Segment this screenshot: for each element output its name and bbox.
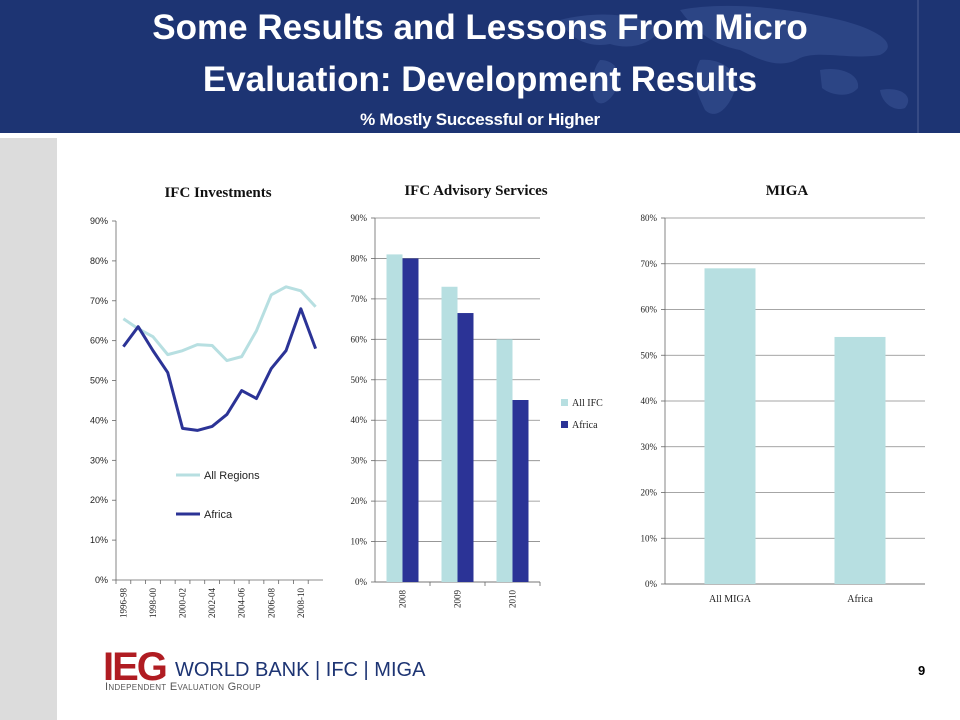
ieg-logo-letters: IEG: [103, 645, 168, 689]
ifc-adv-x-tick-label: 2010: [508, 590, 518, 609]
ifc-inv-y-tick-label: 40%: [90, 415, 108, 425]
ifc-inv-y-tick-label: 30%: [90, 455, 108, 465]
miga-y-tick-label: 30%: [641, 442, 658, 452]
header-bar: Some Results and Lessons From Micro Eval…: [0, 0, 960, 133]
miga-title: MIGA: [766, 183, 809, 199]
ifc-inv-x-tick-label: 2006-08: [266, 588, 276, 618]
ifc-adv-y-tick-label: 90%: [351, 213, 368, 223]
ifc-inv-series-line-all-regions: [122, 285, 317, 363]
miga-bar: [834, 336, 886, 584]
miga-y-tick-label: 0%: [645, 579, 658, 589]
ifc-inv-series-line-africa: [122, 307, 318, 432]
ifc-adv-x-tick-label: 2008: [398, 590, 408, 609]
ifc-adv-legend-swatch: [561, 399, 568, 406]
miga-y-tick-label: 60%: [641, 305, 658, 315]
ifc-inv-y-tick-label: 90%: [90, 216, 108, 226]
ifc-inv-x-tick-label: 2002-04: [207, 588, 217, 618]
miga-y-tick-label: 20%: [641, 488, 658, 498]
ifc-adv-bar-all-ifc: [496, 339, 513, 582]
ifc-investments-title: IFC Investments: [164, 185, 271, 201]
miga-y-tick-label: 50%: [641, 350, 658, 360]
ifc-adv-bar-africa: [457, 313, 474, 582]
ifc-adv-y-tick-label: 50%: [351, 375, 368, 385]
ifc-adv-y-tick-label: 30%: [351, 456, 368, 466]
ifc-inv-y-tick-label: 60%: [90, 336, 108, 346]
ifc-inv-legend-label: All Regions: [204, 470, 260, 482]
ifc-adv-bar-all-ifc: [386, 254, 403, 582]
ifc-inv-x-tick-label: 2004-06: [237, 588, 247, 618]
ifc-inv-y-tick-label: 0%: [95, 575, 108, 585]
ifc-adv-legend-label: All IFC: [572, 398, 603, 409]
ifc-inv-x-tick-label: 2000-02: [178, 588, 188, 618]
ifc-adv-legend-swatch: [561, 421, 568, 428]
ifc-inv-x-tick-label: 1996-98: [118, 588, 128, 618]
miga-x-tick-label: Africa: [847, 594, 873, 605]
miga-y-tick-label: 10%: [641, 533, 658, 543]
slide-title-line-2: Evaluation: Development Results: [202, 60, 758, 99]
slide-subtitle: % Mostly Successful or Higher: [360, 110, 600, 129]
miga-x-tick-label: All MIGA: [709, 594, 752, 605]
ifc-inv-x-tick-label: 1998-00: [148, 588, 158, 618]
page-number: 9: [918, 663, 926, 678]
ifc-adv-y-tick-label: 60%: [351, 334, 368, 344]
ifc-advisory-title: IFC Advisory Services: [404, 183, 547, 199]
ifc-adv-bar-all-ifc: [441, 286, 458, 582]
ifc-adv-y-tick-label: 70%: [351, 294, 368, 304]
miga-y-tick-label: 70%: [641, 259, 658, 269]
ieg-logo-brand: WORLD BANK | IFC | MIGA: [175, 659, 426, 681]
ifc-inv-x-tick-label: 2008-10: [296, 588, 306, 618]
ifc-adv-y-tick-label: 10%: [351, 537, 368, 547]
ifc-adv-y-tick-label: 80%: [351, 253, 368, 263]
ifc-inv-legend-label: Africa: [204, 509, 233, 521]
world-map-watermark: [560, 0, 919, 133]
ifc-adv-x-tick-label: 2009: [453, 590, 463, 609]
miga-y-tick-label: 80%: [641, 213, 658, 223]
ifc-adv-y-tick-label: 0%: [355, 577, 368, 587]
miga-bar: [704, 268, 756, 584]
slide-title-line-1: Some Results and Lessons From Micro: [152, 8, 808, 47]
ifc-inv-y-tick-label: 50%: [90, 376, 108, 386]
left-gray-strip: [0, 138, 57, 720]
miga-y-tick-label: 40%: [641, 396, 658, 406]
ifc-inv-y-tick-label: 80%: [90, 256, 108, 266]
ifc-adv-y-tick-label: 20%: [351, 496, 368, 506]
ifc-adv-bar-africa: [512, 400, 529, 582]
header-divider: [0, 133, 960, 138]
ifc-adv-legend-label: Africa: [572, 420, 598, 431]
ifc-inv-y-tick-label: 20%: [90, 495, 108, 505]
ifc-adv-bar-africa: [402, 258, 419, 582]
ifc-adv-y-tick-label: 40%: [351, 415, 368, 425]
ifc-inv-y-tick-label: 70%: [90, 296, 108, 306]
ieg-logo-tagline: Independent Evaluation Group: [105, 681, 261, 693]
ifc-inv-y-tick-label: 10%: [90, 535, 108, 545]
